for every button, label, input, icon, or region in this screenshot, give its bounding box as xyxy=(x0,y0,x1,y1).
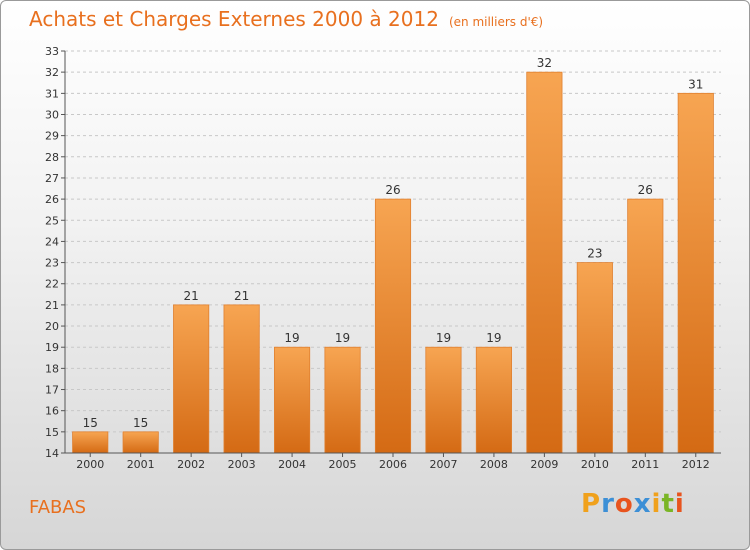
bar xyxy=(627,198,664,454)
y-tick-label: 23 xyxy=(45,257,59,270)
bar xyxy=(526,71,563,454)
bar-value-label: 19 xyxy=(486,331,501,345)
bar-value-label: 15 xyxy=(133,416,148,430)
x-tick-label: 2007 xyxy=(429,458,457,471)
bar-value-label: 26 xyxy=(385,183,400,197)
x-tick-label: 2000 xyxy=(76,458,104,471)
bar-value-label: 21 xyxy=(184,289,199,303)
y-tick-label: 24 xyxy=(45,235,59,248)
logo-letter: r xyxy=(601,489,615,519)
bars: 15 15 21 21 19 19 26 19 19 32 23 26 31 xyxy=(72,56,714,454)
bar xyxy=(374,198,412,454)
logo-letter: o xyxy=(614,489,634,519)
bar xyxy=(425,346,462,454)
y-tick-label: 21 xyxy=(45,299,59,312)
y-tick-label: 17 xyxy=(45,384,59,397)
x-tick-label: 2010 xyxy=(581,458,609,471)
y-tick-label: 15 xyxy=(45,426,59,439)
y-tick-label: 30 xyxy=(45,108,59,121)
bar-value-label: 21 xyxy=(234,289,249,303)
x-tick-label: 2011 xyxy=(631,458,659,471)
y-tick-label: 18 xyxy=(45,362,59,375)
bar xyxy=(324,346,361,454)
bar-value-label: 23 xyxy=(587,247,602,261)
bar-value-label: 19 xyxy=(335,331,350,345)
y-tick-label: 20 xyxy=(45,320,59,333)
title-main: Achats et Charges Externes 2000 à 2012 xyxy=(29,7,439,31)
bar xyxy=(475,346,512,454)
proxiti-logo: Proxiti xyxy=(581,489,685,519)
x-tick-label: 2005 xyxy=(329,458,357,471)
x-axis: 2000 2001 2002 2003 2004 2005 2006 2007 2008 2009… xyxy=(65,452,721,471)
y-tick-label: 14 xyxy=(45,447,59,460)
bar xyxy=(223,304,260,454)
bar xyxy=(173,304,210,454)
bar xyxy=(677,92,714,454)
bar xyxy=(576,262,613,454)
bar xyxy=(122,431,159,454)
logo-letter: P xyxy=(581,489,602,519)
x-tick-label: 2008 xyxy=(480,458,508,471)
title-unit: (en milliers d'€) xyxy=(448,15,544,29)
y-tick-label: 19 xyxy=(45,341,59,354)
y-tick-label: 26 xyxy=(45,193,59,206)
bar-value-label: 19 xyxy=(284,331,299,345)
bar-value-label: 31 xyxy=(688,77,703,91)
commune-name: FABAS xyxy=(29,497,87,518)
y-tick-label: 28 xyxy=(45,151,59,164)
y-tick-label: 16 xyxy=(45,405,59,418)
x-tick-label: 2012 xyxy=(682,458,710,471)
bar-value-label: 26 xyxy=(638,183,653,197)
y-tick-label: 25 xyxy=(45,214,59,227)
bar-value-label: 32 xyxy=(537,56,552,70)
y-tick-label: 27 xyxy=(45,172,59,185)
logo-letter: t xyxy=(661,489,675,519)
y-tick-label: 32 xyxy=(45,66,59,79)
logo-letter: i xyxy=(674,489,685,519)
logo-letter: x xyxy=(633,489,652,519)
bar xyxy=(274,346,311,454)
y-tick-label: 29 xyxy=(45,130,59,143)
x-tick-label: 2004 xyxy=(278,458,306,471)
x-tick-label: 2006 xyxy=(379,458,407,471)
y-tick-label: 33 xyxy=(45,45,59,58)
x-tick-label: 2001 xyxy=(127,458,155,471)
y-axis: 14 15 16 17 18 19 20 21 22 23 24 25 26 27 28 29 30 31 32 33 xyxy=(45,45,66,460)
y-tick-label: 22 xyxy=(45,278,59,291)
x-tick-label: 2003 xyxy=(228,458,256,471)
bar-value-label: 19 xyxy=(436,331,451,345)
x-tick-label: 2009 xyxy=(530,458,558,471)
bar xyxy=(72,431,109,454)
x-tick-label: 2002 xyxy=(177,458,205,471)
logo-letter: i xyxy=(651,489,662,519)
y-tick-label: 31 xyxy=(45,87,59,100)
chart-title: Achats et Charges Externes 2000 à 2012 (e… xyxy=(29,7,543,31)
bar-value-label: 15 xyxy=(83,416,98,430)
